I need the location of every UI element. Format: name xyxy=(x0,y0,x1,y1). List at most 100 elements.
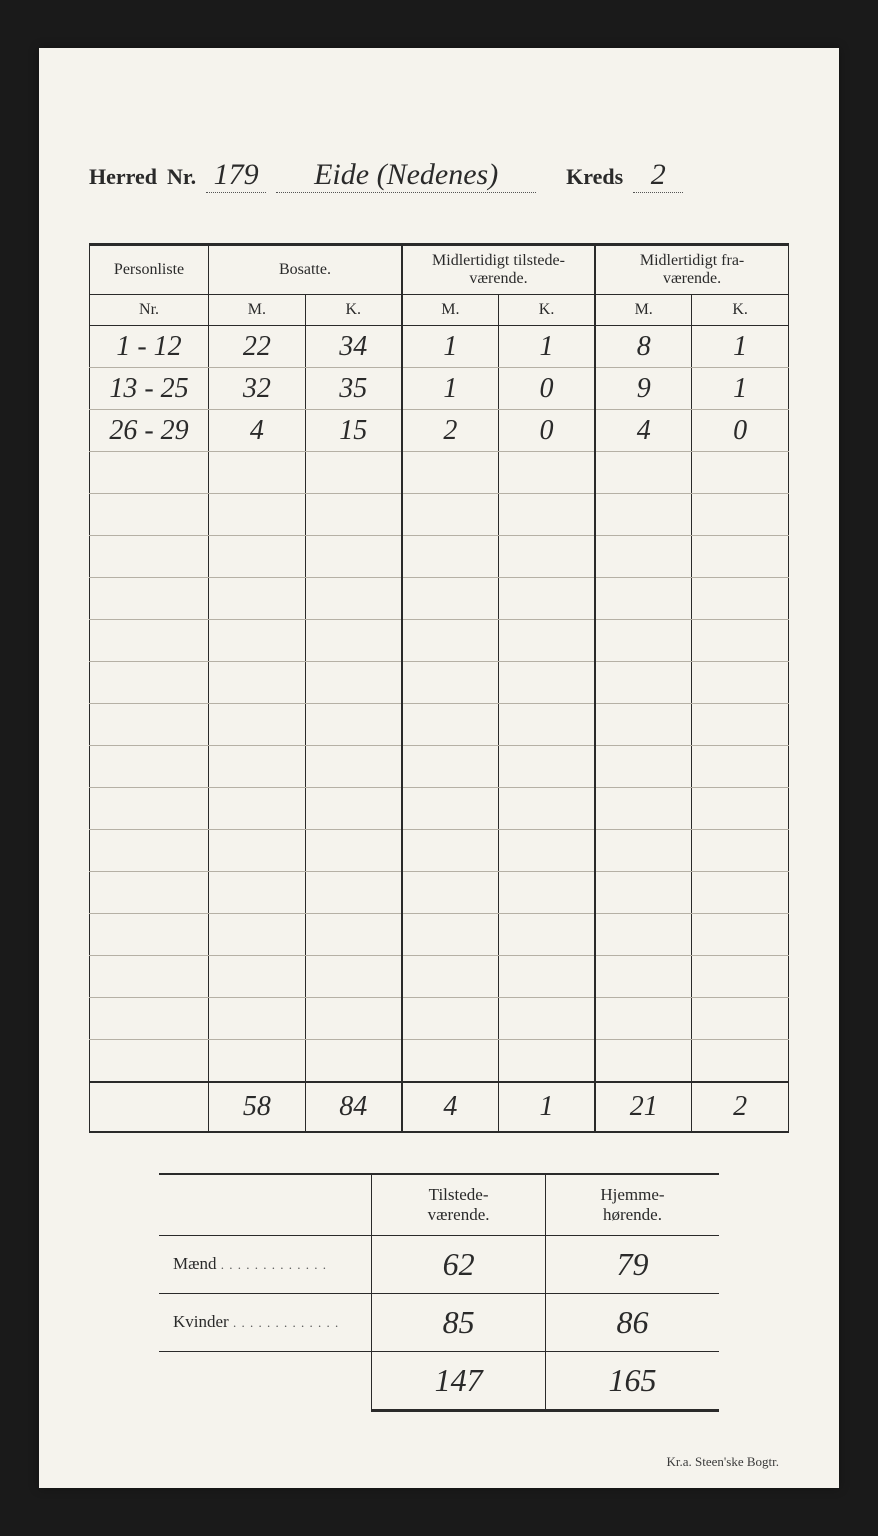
cell-fk xyxy=(692,662,789,704)
kreds-label: Kreds xyxy=(566,164,623,190)
cell-fm: 4 xyxy=(595,410,692,452)
cell-nr xyxy=(90,536,209,578)
table-body: 1 - 122234118113 - 253235109126 - 294152… xyxy=(90,326,789,1132)
cell-tm xyxy=(402,536,499,578)
herred-name-value: Eide (Nedenes) xyxy=(276,158,536,193)
cell-fk xyxy=(692,578,789,620)
col-fra-m: M. xyxy=(595,295,692,326)
kvinder-tilstede: 85 xyxy=(372,1293,546,1351)
col-tilstedevaerende: Tilstede- værende. xyxy=(372,1174,546,1236)
table-row xyxy=(90,914,789,956)
cell-nr xyxy=(90,746,209,788)
cell-nr xyxy=(90,914,209,956)
cell-bm xyxy=(209,872,306,914)
cell-nr xyxy=(90,956,209,998)
cell-nr xyxy=(90,452,209,494)
col-midl-fra: Midlertidigt fra- værende. xyxy=(595,245,788,295)
cell-fm xyxy=(595,536,692,578)
col-bosatte-m: M. xyxy=(209,295,306,326)
cell-fm xyxy=(595,620,692,662)
cell-bm xyxy=(209,914,306,956)
table-row xyxy=(90,494,789,536)
table-row: 26 - 294152040 xyxy=(90,410,789,452)
cell-tk: 1 xyxy=(498,326,595,368)
col-hjemmehorende: Hjemme- hørende. xyxy=(545,1174,719,1236)
table-row xyxy=(90,1040,789,1082)
sum-hjemme: 165 xyxy=(545,1351,719,1410)
sum-blank xyxy=(159,1351,372,1410)
table-row: 13 - 2532351091 xyxy=(90,368,789,410)
cell-bk xyxy=(305,578,402,620)
cell-tm xyxy=(402,620,499,662)
cell-nr xyxy=(90,704,209,746)
cell-fk xyxy=(692,1040,789,1082)
summary-table: Tilstede- værende. Hjemme- hørende. Mænd… xyxy=(159,1173,719,1412)
cell-tk: 1 xyxy=(498,1082,595,1132)
cell-fk: 1 xyxy=(692,326,789,368)
cell-bm xyxy=(209,746,306,788)
herred-nr-value: 179 xyxy=(206,158,266,193)
cell-nr xyxy=(90,830,209,872)
cell-nr xyxy=(90,662,209,704)
cell-bk xyxy=(305,872,402,914)
table-row xyxy=(90,452,789,494)
cell-fm xyxy=(595,956,692,998)
cell-bm xyxy=(209,536,306,578)
cell-bk xyxy=(305,662,402,704)
cell-bm: 58 xyxy=(209,1082,306,1132)
herred-label: Herred xyxy=(89,164,157,190)
cell-fm xyxy=(595,578,692,620)
cell-fk: 1 xyxy=(692,368,789,410)
cell-bm: 4 xyxy=(209,410,306,452)
cell-fk xyxy=(692,494,789,536)
cell-tm xyxy=(402,956,499,998)
cell-bk: 15 xyxy=(305,410,402,452)
cell-tk xyxy=(498,746,595,788)
cell-tm xyxy=(402,872,499,914)
cell-nr xyxy=(90,1040,209,1082)
summary-row-maend: Mænd 62 79 xyxy=(159,1235,719,1293)
cell-nr: 13 - 25 xyxy=(90,368,209,410)
cell-tm xyxy=(402,1040,499,1082)
cell-bm xyxy=(209,452,306,494)
cell-bm xyxy=(209,494,306,536)
cell-bk xyxy=(305,494,402,536)
cell-fk xyxy=(692,746,789,788)
table-row xyxy=(90,746,789,788)
cell-nr xyxy=(90,998,209,1040)
cell-tm xyxy=(402,662,499,704)
cell-bm xyxy=(209,1040,306,1082)
table-row xyxy=(90,578,789,620)
col-tilstede-k: K. xyxy=(498,295,595,326)
cell-fm xyxy=(595,788,692,830)
cell-nr: 1 - 12 xyxy=(90,326,209,368)
cell-bk xyxy=(305,1040,402,1082)
table-row xyxy=(90,788,789,830)
cell-tk xyxy=(498,578,595,620)
table-row xyxy=(90,536,789,578)
cell-bk xyxy=(305,452,402,494)
table-row xyxy=(90,956,789,998)
main-tally-table: Personliste Bosatte. Midlertidigt tilste… xyxy=(89,243,789,1133)
cell-tm xyxy=(402,578,499,620)
cell-fm xyxy=(595,662,692,704)
cell-nr xyxy=(90,494,209,536)
cell-tm xyxy=(402,704,499,746)
cell-tk xyxy=(498,788,595,830)
col-midl-tilstede: Midlertidigt tilstede- værende. xyxy=(402,245,595,295)
cell-bk xyxy=(305,998,402,1040)
printer-footer: Kr.a. Steen'ske Bogtr. xyxy=(667,1454,779,1470)
cell-bk xyxy=(305,746,402,788)
cell-tm xyxy=(402,788,499,830)
col-tilstede-m: M. xyxy=(402,295,499,326)
table-row xyxy=(90,620,789,662)
cell-nr: 26 - 29 xyxy=(90,410,209,452)
cell-fk: 2 xyxy=(692,1082,789,1132)
cell-bm xyxy=(209,998,306,1040)
cell-tk xyxy=(498,452,595,494)
cell-tk: 0 xyxy=(498,410,595,452)
cell-fm xyxy=(595,452,692,494)
cell-fm: 9 xyxy=(595,368,692,410)
form-header: Herred Nr. 179 Eide (Nedenes) Kreds 2 xyxy=(89,158,789,193)
cell-tk xyxy=(498,620,595,662)
